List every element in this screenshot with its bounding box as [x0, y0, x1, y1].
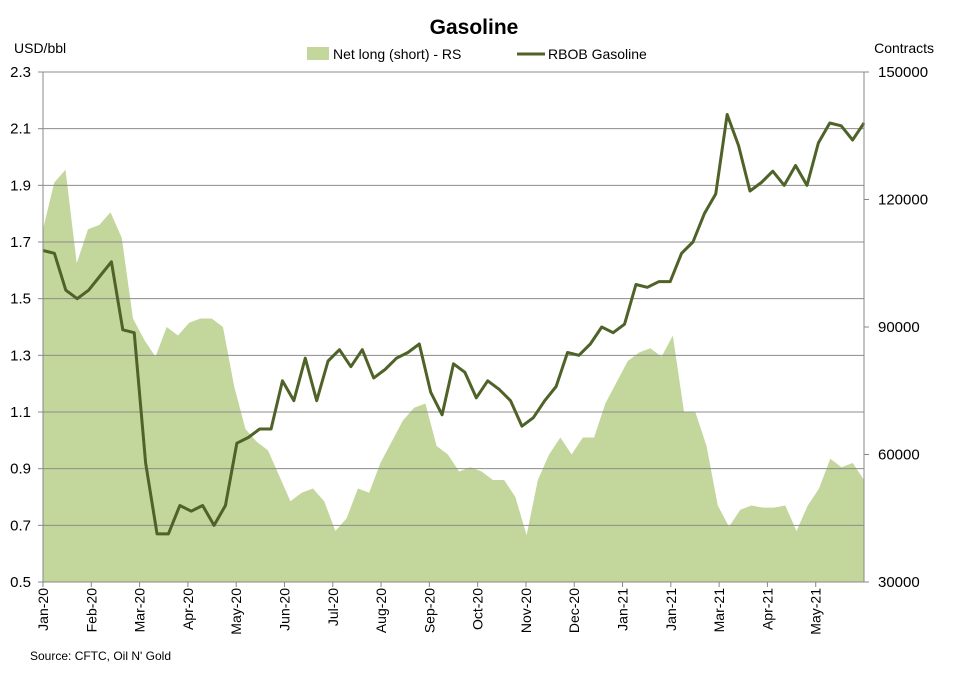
y-left-axis-label: USD/bbl [14, 40, 66, 56]
x-tick-label: Jul-20 [325, 588, 341, 626]
y-left-tick-label: 1.7 [10, 234, 31, 251]
y-left-tick-label: 0.7 [10, 517, 31, 534]
area-series-net-long [43, 169, 864, 582]
chart-title: Gasoline [430, 16, 519, 39]
line-rbob [42, 113, 866, 536]
x-tick-label: Jan-21 [663, 588, 679, 631]
x-tick-label: Apr-21 [759, 588, 775, 630]
x-tick-label: Apr-20 [180, 588, 196, 630]
legend-label-net-long: Net long (short) - RS [333, 46, 461, 62]
y-left-tick-label: 1.9 [10, 177, 31, 194]
y-right-tick-label: 60000 [878, 447, 920, 464]
y-left-tick-label: 1.5 [10, 291, 31, 308]
x-tick-label: Jun-20 [276, 588, 292, 631]
x-tick-label: Sep-20 [421, 588, 437, 633]
legend-label-rbob: RBOB Gasoline [548, 46, 647, 62]
y-left-tick-label: 1.3 [10, 347, 31, 364]
y-right-tick-label: 30000 [878, 574, 920, 591]
x-tick-label: Mar-20 [132, 588, 148, 633]
x-tick-label: Aug-20 [373, 588, 389, 633]
gridlines [43, 71, 864, 526]
legend: Net long (short) - RS RBOB Gasoline [307, 46, 647, 62]
x-tick-label: Feb-20 [83, 588, 99, 633]
x-tick-label: Oct-20 [470, 588, 486, 630]
area-net-long [43, 169, 864, 582]
x-tick-label: Dec-20 [566, 588, 582, 633]
y-left-tick-label: 2.1 [10, 121, 31, 138]
x-tick-label: Nov-20 [518, 588, 534, 633]
y-right-tick-label: 150000 [878, 64, 928, 81]
x-tick-label: Jan-20 [35, 588, 51, 631]
x-tick-label: May-21 [808, 588, 824, 635]
x-tick-label: May-20 [228, 588, 244, 635]
source-note: Source: CFTC, Oil N' Gold [30, 649, 171, 663]
y-left-tick-label: 2.3 [10, 64, 31, 81]
y-left-tick-label: 0.9 [10, 461, 31, 478]
tick-labels: 0.5 0.7 0.9 1.1 1.3 1.5 1.7 1.9 2.1 2.3 30000 60000… [10, 64, 928, 635]
legend-swatch-net-long [307, 47, 329, 60]
x-tick-label: Jan-21 [615, 588, 631, 631]
y-left-tick-label: 1.1 [10, 404, 31, 421]
y-right-axis-label: Contracts [874, 40, 934, 56]
y-right-tick-label: 120000 [878, 192, 928, 209]
line-series-rbob [42, 113, 866, 536]
x-tick-label: Mar-21 [711, 588, 727, 633]
y-right-tick-label: 90000 [878, 319, 920, 336]
y-left-tick-label: 0.5 [10, 574, 31, 591]
